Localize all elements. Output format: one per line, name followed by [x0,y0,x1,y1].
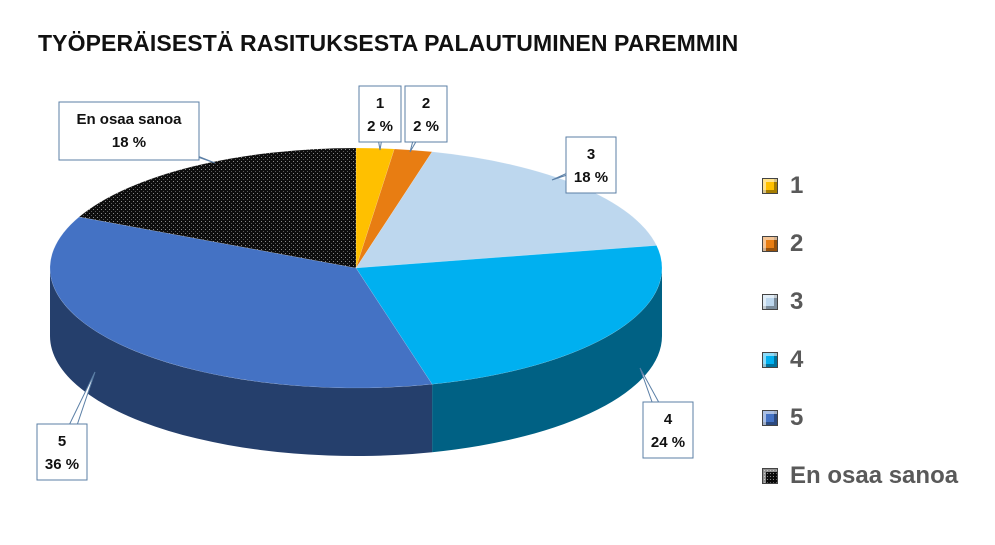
pie-slice-5 [49,216,433,389]
legend-item-5: 5 [762,398,803,438]
legend-swatch [762,410,778,426]
legend-item-2: 2 [762,224,803,264]
legend-label: 1 [790,172,804,199]
pie-slice-4 [355,245,663,385]
legend-swatch [762,178,778,194]
pie-slice-1 [355,147,395,269]
legend-swatch [762,236,778,252]
legend-item-en-osaa-sanoa: En osaa sanoa [762,456,958,496]
legend-label: 4 [790,346,804,373]
legend-item-3: 3 [762,282,803,322]
legend-swatch [762,352,778,368]
callout-category: 1 [376,95,384,112]
callout-percent: 24 % [651,434,685,451]
callout-percent: 18 % [574,169,608,186]
legend-label: 3 [790,288,804,315]
callout-4: 4 24 % [639,367,694,459]
pie-side-4 [432,268,662,453]
callout-3: 3 18 % [551,136,617,194]
callout-category: 4 [664,411,673,428]
callout-category: 3 [587,146,595,163]
callout-category: 2 [422,95,430,112]
legend-item-1: 1 [762,166,803,206]
legend-swatch [762,468,778,484]
legend-label: 5 [790,404,804,431]
callout-5: 5 36 % [36,371,96,481]
legend-item-4: 4 [762,340,803,380]
legend-label: En osaa sanoa [790,462,959,489]
callout-category: En osaa sanoa [76,111,182,128]
pie-slice-2 [355,148,433,269]
callout-2: 22 % [404,85,448,153]
legend-swatch [762,294,778,310]
legend-label: 2 [790,230,804,257]
pie-side-5 [50,268,433,456]
callout-percent: 2 % [367,118,393,135]
callout-en-osaa-sanoa: En osaa sanoa 18 % [58,101,216,164]
callout-percent: 36 % [45,456,79,473]
callout-category: 5 [58,433,66,450]
callout-percent: 18 % [112,134,146,151]
callout-percent: 2 % [413,118,439,135]
chart-title: TYÖPERÄISESTÄ RASITUKSESTA PALAUTUMINEN … [38,30,739,56]
pie-slice-en-osaa-sanoa [78,147,357,269]
callout-1: 12 % [358,85,402,151]
